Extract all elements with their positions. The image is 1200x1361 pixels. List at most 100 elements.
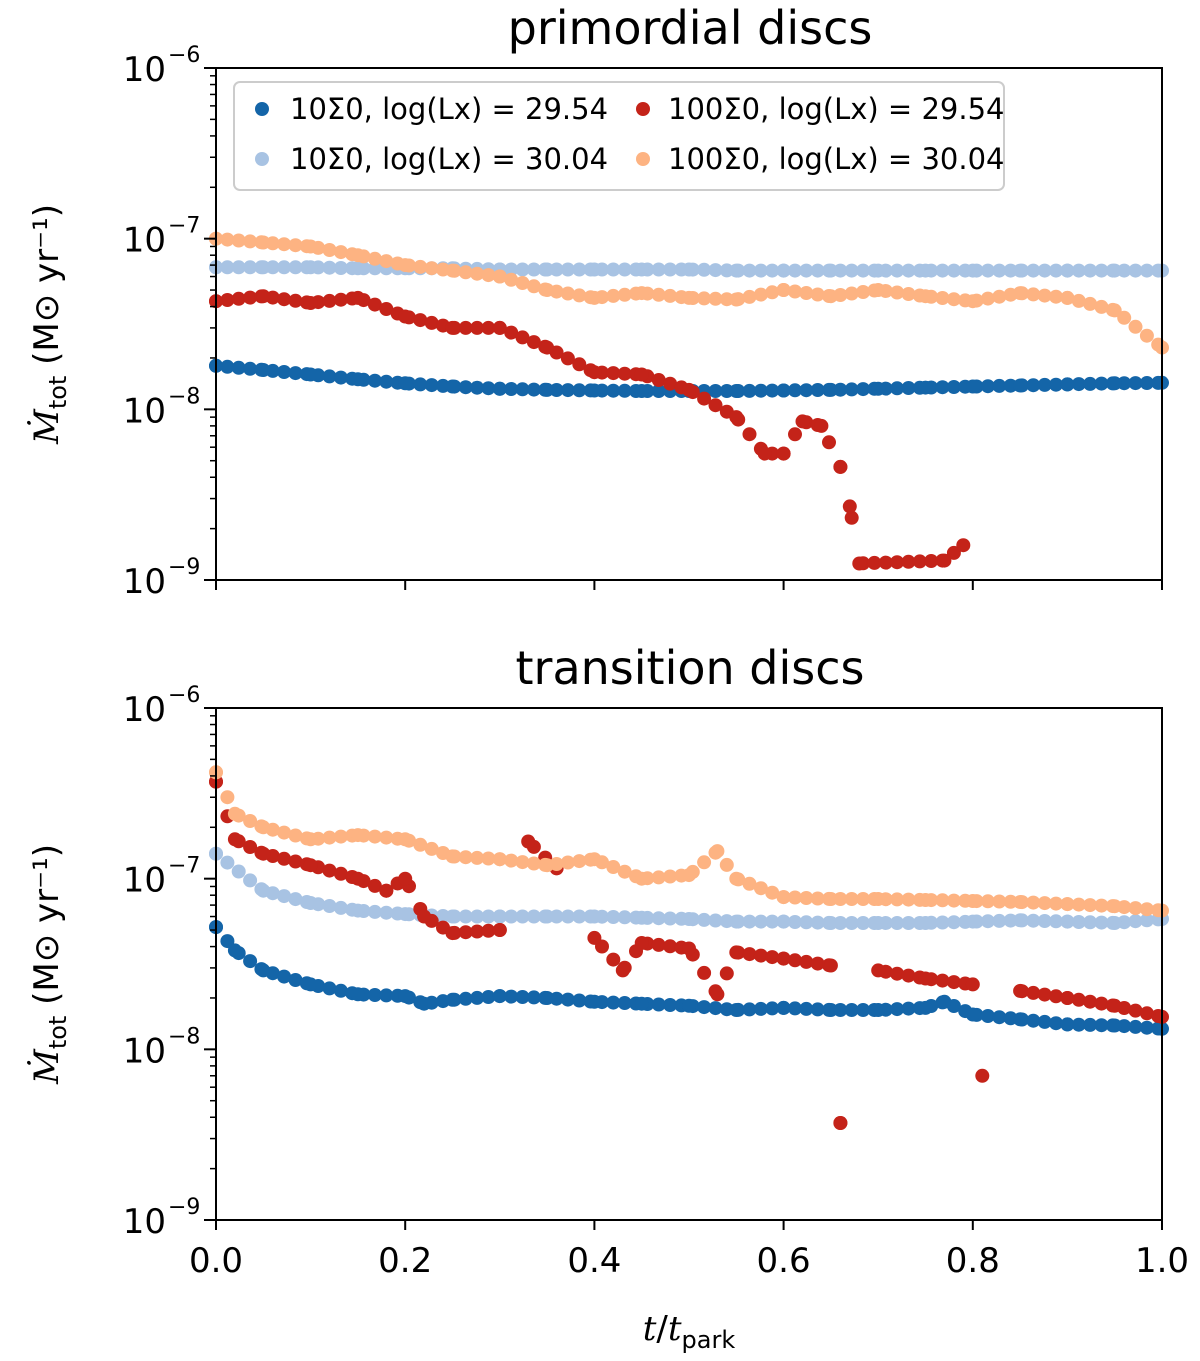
legend-label-1: 10Σ0, log(Lx) = 30.04	[290, 142, 608, 176]
data-point	[1026, 913, 1041, 928]
data-point	[379, 883, 394, 898]
axis-ticks: 10−910−810−710−6	[123, 43, 1163, 602]
data-point	[256, 883, 271, 898]
data-point	[333, 829, 348, 844]
data-point	[844, 286, 859, 301]
data-point	[413, 313, 428, 328]
data-point	[413, 377, 428, 392]
data-point	[844, 510, 859, 525]
data-point	[504, 272, 519, 287]
data-point	[856, 1003, 871, 1017]
data-point	[1094, 996, 1109, 1011]
data-point	[742, 383, 757, 398]
data-point	[901, 554, 916, 569]
data-point	[719, 966, 734, 981]
data-point	[560, 855, 575, 870]
data-point	[992, 378, 1007, 393]
data-point	[617, 864, 632, 879]
data-point	[617, 262, 632, 277]
data-point	[1013, 378, 1028, 393]
data-point	[445, 992, 460, 1007]
data-point	[965, 894, 980, 908]
xlabel-slash: /	[656, 1309, 668, 1349]
data-point	[719, 857, 734, 872]
data-point	[871, 916, 886, 930]
data-point	[424, 261, 439, 276]
data-point	[256, 289, 271, 304]
data-point	[852, 556, 867, 571]
data-point	[1083, 1017, 1098, 1032]
data-point	[1026, 1013, 1041, 1028]
data-point	[220, 934, 235, 949]
data-point	[470, 924, 485, 939]
data-point	[871, 283, 886, 297]
data-point	[844, 1003, 859, 1017]
data-point	[1026, 287, 1041, 302]
y-tick-label: 10	[123, 562, 166, 602]
data-point	[871, 1003, 886, 1017]
data-point	[220, 790, 235, 805]
data-point	[1139, 328, 1154, 343]
data-point	[708, 913, 723, 928]
data-point	[757, 446, 772, 461]
data-point	[1128, 376, 1143, 391]
legend-marker-3	[636, 152, 650, 166]
legend-frame	[233, 81, 1005, 191]
data-point	[322, 981, 337, 996]
data-point	[398, 309, 413, 324]
data-point	[890, 555, 905, 570]
data-point	[788, 890, 802, 905]
data-point	[504, 262, 519, 277]
data-point	[572, 993, 587, 1008]
data-point	[560, 351, 575, 366]
data-point	[776, 383, 791, 398]
data-point	[256, 260, 271, 275]
data-point	[481, 851, 496, 866]
data-point	[697, 262, 712, 277]
data-point	[663, 288, 678, 303]
data-point	[288, 854, 303, 869]
data-point	[481, 268, 496, 283]
data-point	[918, 289, 933, 304]
data-point	[1013, 913, 1028, 928]
data-point	[918, 1000, 933, 1015]
data-point	[379, 905, 394, 920]
data-point	[765, 285, 780, 300]
data-point	[333, 370, 348, 385]
ylabel-sub: tot	[44, 376, 72, 410]
data-point	[937, 994, 952, 1009]
xlabel-t: t	[643, 1309, 657, 1349]
data-point	[227, 832, 242, 847]
data-point	[540, 340, 555, 355]
data-point	[445, 909, 460, 924]
data-point	[481, 381, 496, 396]
data-point	[708, 384, 723, 398]
data-point	[901, 916, 916, 930]
data-point	[682, 868, 696, 883]
data-point	[587, 290, 602, 305]
data-point	[823, 916, 838, 930]
data-point	[799, 263, 814, 278]
data-point	[481, 923, 496, 938]
data-point	[663, 869, 678, 884]
data-point	[1049, 989, 1063, 1004]
data-point	[333, 261, 348, 275]
data-point	[572, 383, 587, 398]
data-point	[1060, 897, 1075, 912]
y-tick-label: 10	[123, 1031, 166, 1071]
data-point	[277, 292, 292, 307]
data-point	[367, 373, 382, 388]
data-point	[788, 953, 802, 968]
data-point	[424, 315, 439, 330]
data-point	[243, 234, 258, 249]
data-point	[765, 885, 780, 900]
data-point	[1013, 1012, 1028, 1027]
data-point	[243, 873, 258, 888]
data-point	[663, 262, 678, 277]
data-point	[823, 958, 838, 973]
data-point	[1071, 992, 1086, 1007]
data-point	[856, 382, 871, 397]
data-point	[231, 864, 246, 879]
data-point	[333, 866, 348, 881]
data-point	[634, 910, 649, 925]
